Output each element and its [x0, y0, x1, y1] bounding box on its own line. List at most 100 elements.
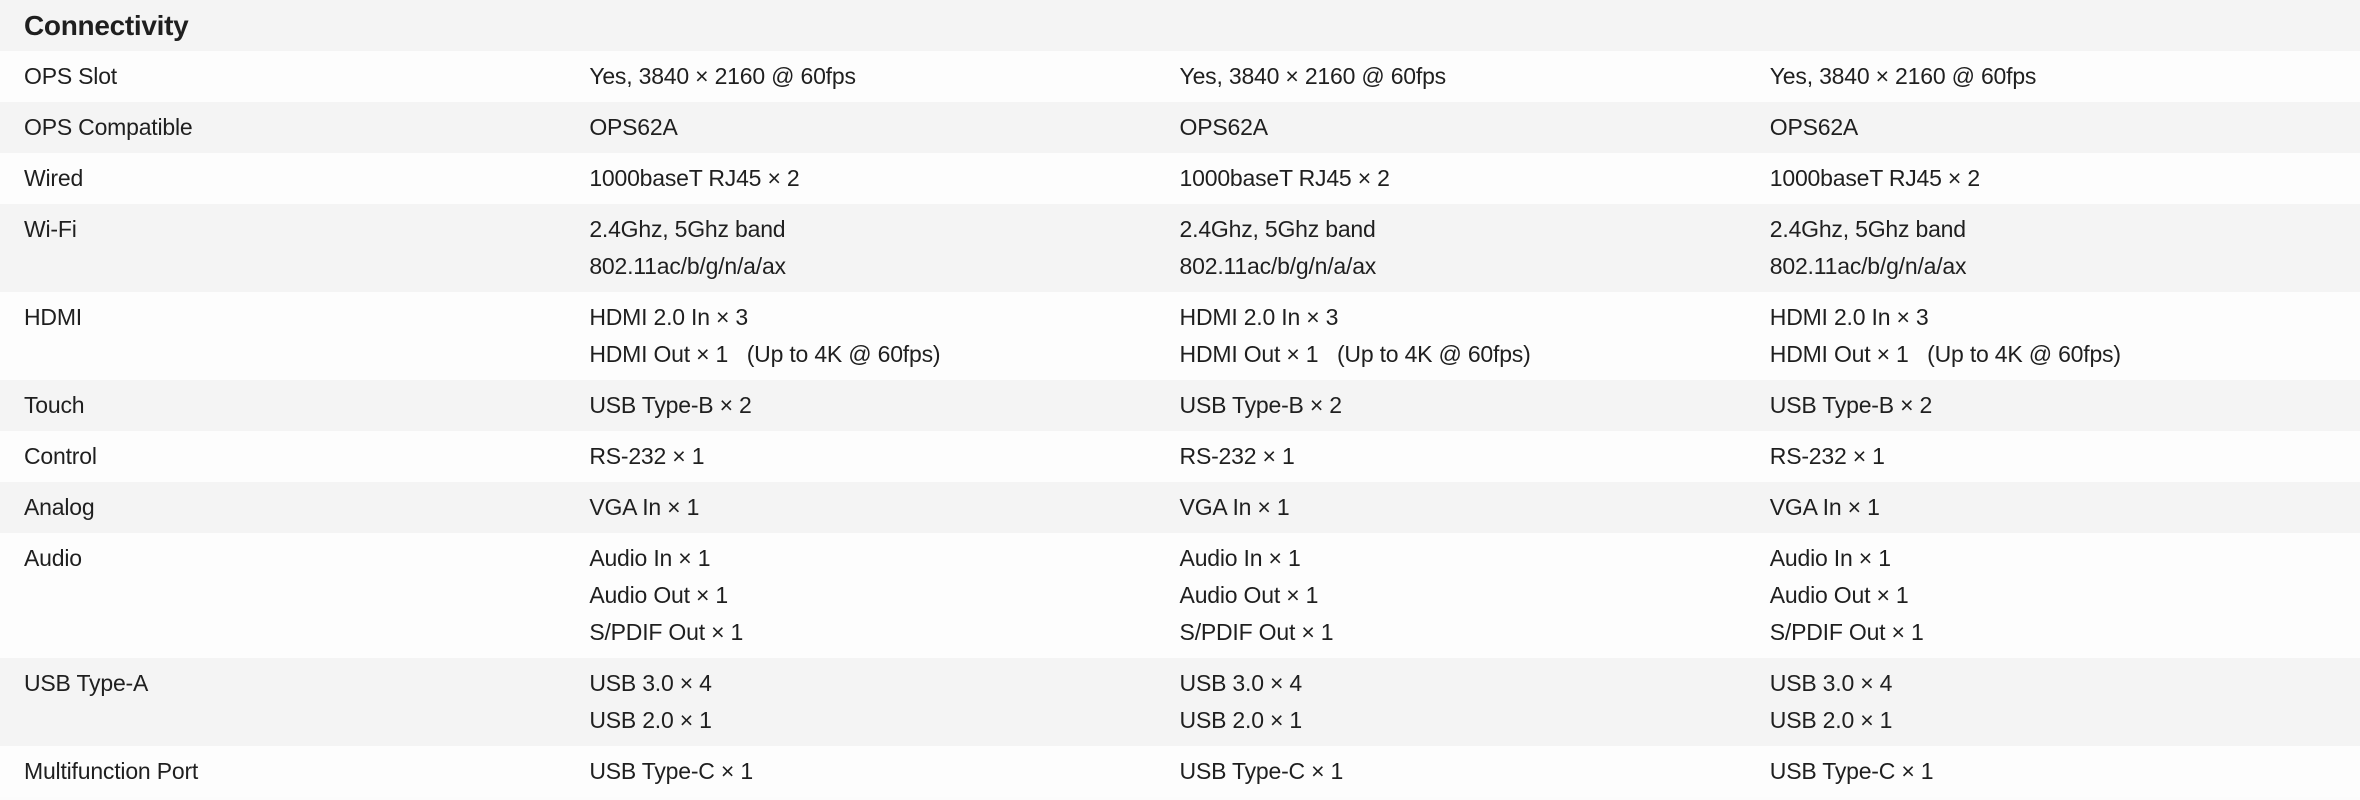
spec-label: Audio: [24, 545, 82, 571]
spec-value-model-2: 1000baseT RJ45 × 2: [1180, 160, 1770, 197]
spec-value-line: Audio In × 1: [1179, 545, 1301, 571]
spec-row: OPS Slot Yes, 3840 × 2160 @ 60fps Yes, 384…: [0, 51, 2360, 102]
spec-value-line: HDMI Out × 1 (Up to 4K @ 60fps): [589, 341, 941, 367]
spec-value-line: OPS62A: [1179, 114, 1268, 140]
spec-value-model-2: 2.4Ghz, 5Ghz band 802.11ac/b/g/n/a/ax: [1180, 211, 1770, 285]
spec-row: USB Type-A USB 3.0 × 4 USB 2.0 × 1 USB 3.0 …: [0, 658, 2360, 746]
spec-value-model-3: RS-232 × 1: [1770, 438, 2360, 475]
spec-value-model-3: 1000baseT RJ45 × 2: [1770, 160, 2360, 197]
spec-row: Control RS-232 × 1 RS-232 × 1 RS-232 × 1: [0, 431, 2360, 482]
spec-value-line: USB Type-B × 2: [589, 392, 752, 418]
spec-row: Audio Audio In × 1 Audio Out × 1 S/PDIF Out…: [0, 533, 2360, 658]
spec-value-line: USB 2.0 × 1: [589, 707, 712, 733]
spec-row: HDMI HDMI 2.0 In × 3 HDMI Out × 1 (Up to 4…: [0, 292, 2360, 380]
spec-value-line: USB 3.0 × 4: [1769, 670, 1893, 696]
spec-value-model-3: HDMI 2.0 In × 3 HDMI Out × 1 (Up to 4K @ …: [1770, 299, 2360, 373]
spec-value-line: Audio In × 1: [1769, 545, 1891, 571]
spec-value-line: USB 2.0 × 1: [1769, 707, 1893, 733]
spec-value-line: 2.4Ghz, 5Ghz band: [1769, 216, 1966, 242]
spec-value-model-3: 2.4Ghz, 5Ghz band 802.11ac/b/g/n/a/ax: [1770, 211, 2360, 285]
spec-value-model-3: Audio In × 1 Audio Out × 1 S/PDIF Out × 1: [1770, 540, 2360, 651]
spec-value-model-3: Yes, 3840 × 2160 @ 60fps: [1770, 58, 2360, 95]
spec-value-line: VGA In × 1: [1179, 494, 1290, 520]
spec-value-line: 802.11ac/b/g/n/a/ax: [1769, 253, 1967, 279]
section-title: Connectivity: [24, 9, 189, 41]
spec-value-model-2: USB 3.0 × 4 USB 2.0 × 1: [1180, 665, 1770, 739]
spec-value-model-2: Yes, 3840 × 2160 @ 60fps: [1180, 58, 1770, 95]
spec-value-line: USB 3.0 × 4: [589, 670, 712, 696]
spec-value-line: HDMI Out × 1 (Up to 4K @ 60fps): [1769, 341, 2121, 367]
spec-label: OPS Compatible: [24, 114, 193, 140]
spec-value-model-1: USB Type-C × 1: [589, 753, 1179, 790]
spec-value-model-3: USB Type-C × 1: [1770, 753, 2360, 790]
spec-value-line: 2.4Ghz, 5Ghz band: [589, 216, 786, 242]
spec-label: Control: [24, 443, 97, 469]
spec-value-line: Yes, 3840 × 2160 @ 60fps: [589, 63, 856, 89]
spec-value-model-3: VGA In × 1: [1770, 489, 2360, 526]
spec-value-line: RS-232 × 1: [589, 443, 705, 469]
spec-row: Touch USB Type-B × 2 USB Type-B × 2 USB Typ…: [0, 380, 2360, 431]
spec-value-model-2: USB Type-C × 1: [1180, 753, 1770, 790]
spec-value-model-1: OPS62A: [589, 109, 1179, 146]
spec-value-model-2: OPS62A: [1180, 109, 1770, 146]
spec-value-line: S/PDIF Out × 1: [1179, 619, 1334, 645]
spec-row: Multifunction Port USB Type-C × 1 USB Type…: [0, 746, 2360, 797]
spec-value-line: HDMI 2.0 In × 3: [589, 304, 749, 330]
spec-value-model-3: OPS62A: [1770, 109, 2360, 146]
spec-value-model-3: USB 3.0 × 4 USB 2.0 × 1: [1770, 665, 2360, 739]
spec-value-model-1: RS-232 × 1: [589, 438, 1179, 475]
spec-value-line: Audio Out × 1: [1769, 582, 1909, 608]
spec-value-line: HDMI 2.0 In × 3: [1179, 304, 1339, 330]
spec-value-line: USB 2.0 × 1: [1179, 707, 1303, 733]
spec-value-line: USB Type-C × 1: [589, 758, 753, 784]
spec-value-line: RS-232 × 1: [1179, 443, 1295, 469]
spec-label: Wi-Fi: [24, 216, 77, 242]
spec-value-line: Yes, 3840 × 2160 @ 60fps: [1769, 63, 2037, 89]
spec-value-line: VGA In × 1: [1769, 494, 1880, 520]
spec-label: Multifunction Port: [24, 758, 199, 784]
spec-value-line: 802.11ac/b/g/n/a/ax: [1179, 253, 1377, 279]
spec-value-line: 1000baseT RJ45 × 2: [1179, 165, 1390, 191]
spec-label: OPS Slot: [24, 63, 117, 89]
spec-value-line: OPS62A: [1769, 114, 1859, 140]
spec-value-model-1: USB Type-B × 2: [589, 387, 1179, 424]
spec-value-model-2: Audio In × 1 Audio Out × 1 S/PDIF Out × 1: [1180, 540, 1770, 651]
spec-value-line: USB Type-B × 2: [1179, 392, 1343, 418]
spec-value-line: S/PDIF Out × 1: [589, 619, 744, 645]
spec-value-line: S/PDIF Out × 1: [1769, 619, 1924, 645]
spec-value-model-1: Yes, 3840 × 2160 @ 60fps: [589, 58, 1179, 95]
spec-value-line: 802.11ac/b/g/n/a/ax: [589, 253, 786, 279]
spec-value-line: USB Type-C × 1: [1769, 758, 1934, 784]
spec-value-line: Audio Out × 1: [1179, 582, 1319, 608]
spec-value-model-1: VGA In × 1: [589, 489, 1179, 526]
spec-value-line: 1000baseT RJ45 × 2: [1769, 165, 1980, 191]
spec-value-line: Audio Out × 1: [589, 582, 729, 608]
spec-table: OPS Slot Yes, 3840 × 2160 @ 60fps Yes, 384…: [0, 51, 2360, 797]
spec-row: OPS Compatible OPS62A OPS62A OPS62A: [0, 102, 2360, 153]
spec-label: Wired: [24, 165, 84, 191]
section-header: Connectivity: [0, 0, 2360, 51]
spec-value-model-1: 2.4Ghz, 5Ghz band 802.11ac/b/g/n/a/ax: [589, 211, 1179, 285]
spec-value-line: HDMI Out × 1 (Up to 4K @ 60fps): [1179, 341, 1531, 367]
spec-value-line: USB 3.0 × 4: [1179, 670, 1303, 696]
spec-value-model-2: RS-232 × 1: [1180, 438, 1770, 475]
spec-row: Wired 1000baseT RJ45 × 2 1000baseT RJ45 × …: [0, 153, 2360, 204]
spec-label: Touch: [24, 392, 85, 418]
spec-value-model-1: HDMI 2.0 In × 3 HDMI Out × 1 (Up to 4K @ …: [589, 299, 1179, 373]
spec-label: HDMI: [24, 304, 82, 330]
spec-value-line: USB Type-B × 2: [1769, 392, 1933, 418]
spec-row: Analog VGA In × 1 VGA In × 1 VGA In × 1: [0, 482, 2360, 533]
spec-value-line: Audio In × 1: [589, 545, 711, 571]
spec-value-model-1: 1000baseT RJ45 × 2: [589, 160, 1179, 197]
spec-value-model-1: Audio In × 1 Audio Out × 1 S/PDIF Out × 1: [589, 540, 1179, 651]
spec-value-line: VGA In × 1: [589, 494, 700, 520]
spec-value-model-1: USB 3.0 × 4 USB 2.0 × 1: [589, 665, 1179, 739]
spec-label: Analog: [24, 494, 95, 520]
spec-value-line: Yes, 3840 × 2160 @ 60fps: [1179, 63, 1447, 89]
spec-value-line: 2.4Ghz, 5Ghz band: [1179, 216, 1376, 242]
spec-value-line: 1000baseT RJ45 × 2: [589, 165, 800, 191]
spec-value-line: USB Type-C × 1: [1179, 758, 1344, 784]
spec-label: USB Type-A: [24, 670, 149, 696]
spec-row: Wi-Fi 2.4Ghz, 5Ghz band 802.11ac/b/g/n/a/a…: [0, 204, 2360, 292]
spec-value-model-3: USB Type-B × 2: [1770, 387, 2360, 424]
